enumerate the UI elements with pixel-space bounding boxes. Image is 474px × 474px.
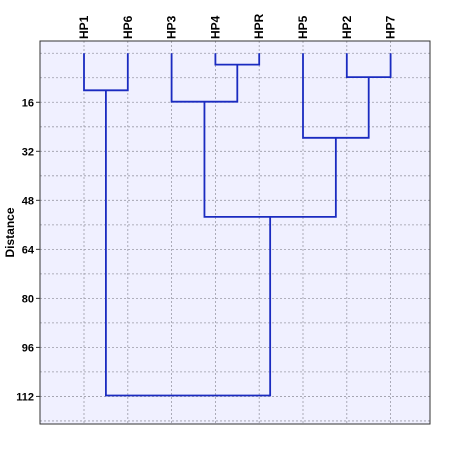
leaf-label-hpr: HPR — [252, 13, 266, 39]
y-tick-label: 64 — [22, 244, 35, 256]
leaf-label-hp1: HP1 — [77, 15, 91, 39]
y-tick-label: 32 — [22, 146, 34, 158]
y-tick-label: 16 — [22, 97, 34, 109]
plot-frame — [39, 40, 431, 425]
y-tick-label: 96 — [22, 342, 34, 354]
leaf-label-hp7: HP7 — [384, 15, 398, 39]
dendrogram-link — [170, 53, 239, 103]
y-axis-ticks: 16 32 48 64 80 96 112 — [16, 97, 40, 403]
leaf-label-hp4: HP4 — [208, 15, 222, 39]
leaf-label-hp5: HP5 — [296, 15, 310, 39]
leaf-label-hp3: HP3 — [165, 15, 179, 39]
y-tick-label: 48 — [22, 195, 34, 207]
leaf-label-hp2: HP2 — [340, 15, 354, 39]
y-axis-title: Distance — [3, 207, 17, 257]
leaf-label-hp6: HP6 — [121, 15, 135, 39]
dendrogram-link — [105, 90, 272, 397]
dendrogram-links — [83, 53, 392, 397]
plot-area — [40, 41, 430, 424]
dendrogram-link — [302, 53, 370, 139]
y-tick-label: 112 — [16, 391, 34, 403]
y-tick-label: 80 — [22, 293, 34, 305]
leaf-labels: HP1 HP6 HP3 HP4 HPR HP5 HP2 HP7 — [77, 13, 398, 39]
